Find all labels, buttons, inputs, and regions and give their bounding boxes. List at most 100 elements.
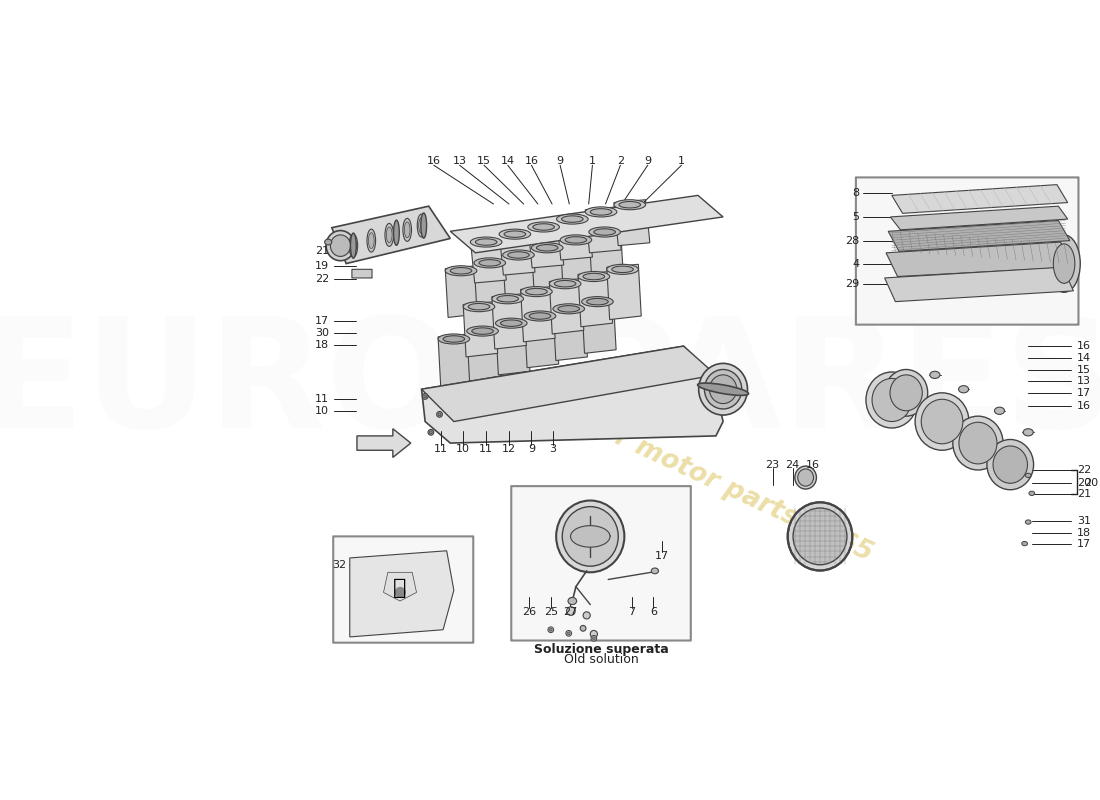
Text: EUROSPARES: EUROSPARES	[0, 311, 1100, 460]
Ellipse shape	[532, 224, 554, 230]
Ellipse shape	[503, 250, 535, 260]
Ellipse shape	[697, 383, 748, 395]
Text: 1: 1	[588, 156, 596, 166]
Text: 11: 11	[433, 444, 448, 454]
Ellipse shape	[428, 430, 433, 435]
Ellipse shape	[520, 286, 552, 297]
Text: 9: 9	[528, 444, 535, 454]
Ellipse shape	[921, 399, 962, 444]
Ellipse shape	[548, 627, 553, 633]
Polygon shape	[463, 302, 497, 357]
Ellipse shape	[463, 302, 495, 312]
Ellipse shape	[424, 395, 427, 398]
Text: 21: 21	[315, 246, 329, 256]
Ellipse shape	[500, 320, 522, 326]
Text: 3: 3	[549, 444, 557, 454]
Ellipse shape	[450, 267, 472, 274]
Ellipse shape	[386, 227, 392, 242]
Polygon shape	[499, 229, 535, 275]
Polygon shape	[549, 278, 584, 334]
Text: 15: 15	[1077, 365, 1091, 375]
Polygon shape	[884, 267, 1074, 302]
Polygon shape	[588, 227, 624, 278]
Text: Soluzione superata: Soluzione superata	[534, 643, 669, 656]
Ellipse shape	[443, 336, 464, 342]
Text: ⬤: ⬤	[394, 586, 406, 598]
Ellipse shape	[866, 372, 917, 428]
Ellipse shape	[429, 431, 432, 434]
Text: 25: 25	[543, 606, 558, 617]
Text: 18: 18	[315, 341, 329, 350]
Ellipse shape	[591, 630, 597, 638]
Ellipse shape	[472, 328, 493, 334]
Ellipse shape	[537, 245, 558, 251]
Ellipse shape	[588, 227, 620, 237]
Ellipse shape	[405, 222, 410, 238]
Text: 28: 28	[845, 236, 859, 246]
Text: 10: 10	[456, 444, 470, 454]
FancyBboxPatch shape	[512, 486, 691, 641]
Ellipse shape	[793, 508, 847, 565]
Text: 13: 13	[452, 156, 466, 166]
Ellipse shape	[798, 469, 814, 486]
Text: 17: 17	[1077, 539, 1091, 550]
Polygon shape	[553, 304, 587, 361]
Ellipse shape	[1028, 491, 1035, 495]
Ellipse shape	[526, 288, 547, 295]
Polygon shape	[607, 264, 641, 319]
Ellipse shape	[385, 223, 394, 246]
Ellipse shape	[469, 303, 490, 310]
Text: 5: 5	[852, 212, 859, 222]
Ellipse shape	[591, 209, 612, 215]
Polygon shape	[890, 206, 1068, 230]
Ellipse shape	[471, 237, 502, 247]
Ellipse shape	[367, 229, 375, 252]
Text: 14: 14	[1077, 354, 1091, 363]
Polygon shape	[471, 237, 506, 283]
Ellipse shape	[580, 626, 586, 631]
Ellipse shape	[568, 632, 570, 634]
Ellipse shape	[994, 407, 1004, 414]
Polygon shape	[888, 221, 1070, 251]
Ellipse shape	[499, 229, 530, 239]
Text: 21: 21	[1077, 489, 1091, 499]
Text: 17: 17	[1077, 388, 1091, 398]
Text: 11: 11	[480, 444, 493, 454]
Ellipse shape	[710, 375, 737, 403]
Ellipse shape	[915, 393, 969, 450]
Ellipse shape	[419, 218, 425, 234]
Text: 19: 19	[315, 261, 329, 270]
Ellipse shape	[492, 294, 524, 304]
Text: 16: 16	[1077, 341, 1091, 351]
Ellipse shape	[529, 313, 551, 319]
Ellipse shape	[351, 238, 356, 254]
Ellipse shape	[987, 439, 1034, 490]
Polygon shape	[421, 346, 723, 443]
Ellipse shape	[438, 334, 470, 344]
Ellipse shape	[651, 568, 659, 574]
Ellipse shape	[446, 266, 476, 276]
Text: Old solution: Old solution	[563, 654, 638, 666]
Ellipse shape	[565, 237, 586, 243]
Ellipse shape	[959, 422, 997, 464]
Ellipse shape	[1022, 542, 1027, 546]
Text: 9: 9	[557, 156, 563, 166]
Text: 23: 23	[766, 460, 780, 470]
Polygon shape	[421, 346, 716, 422]
Text: 26: 26	[522, 606, 537, 617]
Ellipse shape	[585, 207, 617, 217]
Ellipse shape	[614, 200, 646, 210]
Polygon shape	[525, 311, 559, 368]
Text: 14: 14	[500, 156, 515, 166]
Text: 12: 12	[502, 444, 516, 454]
Ellipse shape	[565, 630, 572, 636]
Text: 32: 32	[332, 560, 346, 570]
Ellipse shape	[466, 326, 498, 336]
Ellipse shape	[421, 213, 427, 238]
Ellipse shape	[571, 526, 610, 547]
Ellipse shape	[557, 501, 625, 572]
Ellipse shape	[394, 220, 399, 246]
Ellipse shape	[324, 239, 332, 245]
Text: 8: 8	[852, 188, 859, 198]
Polygon shape	[384, 572, 417, 601]
